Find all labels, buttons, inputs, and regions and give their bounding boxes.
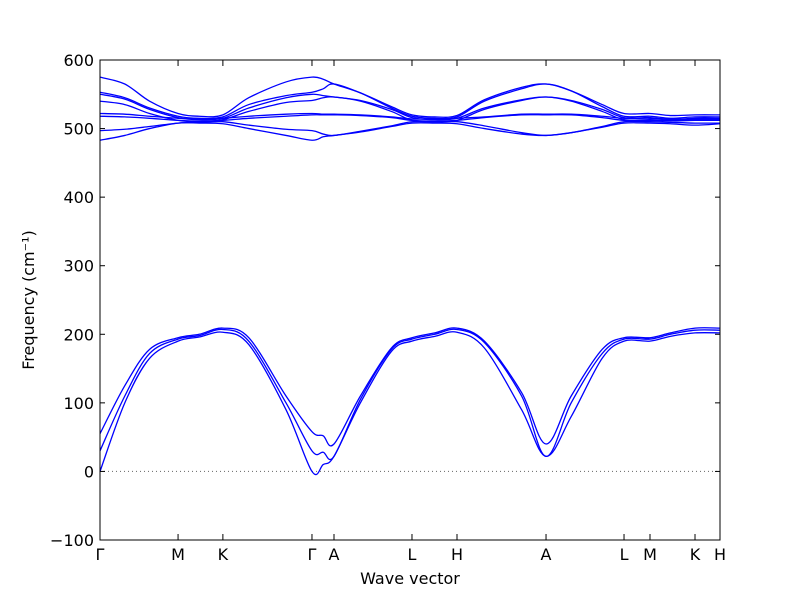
y-ticks: −100 0 100 200 300 400 500 600 bbox=[50, 51, 720, 550]
band-line-1 bbox=[99, 331, 721, 476]
y-tick-label: 100 bbox=[63, 394, 94, 413]
y-tick-label: 300 bbox=[63, 257, 94, 276]
y-tick-label: 600 bbox=[63, 51, 94, 70]
y-tick-label: 400 bbox=[63, 188, 94, 207]
band-line-9 bbox=[99, 93, 721, 121]
x-tick-label: H bbox=[451, 545, 463, 564]
plot-area bbox=[100, 60, 720, 540]
y-tick-label: −100 bbox=[50, 531, 94, 550]
y-tick-label: 200 bbox=[63, 325, 94, 344]
x-tick-label: Γ bbox=[308, 545, 317, 564]
band-line-8 bbox=[99, 96, 721, 123]
x-tick-label: Γ bbox=[96, 545, 105, 564]
band-line-11 bbox=[99, 76, 721, 118]
x-tick-label: L bbox=[408, 545, 417, 564]
band-line-6 bbox=[99, 114, 721, 122]
x-axis-title: Wave vector bbox=[360, 569, 460, 588]
x-tick-label: M bbox=[171, 545, 185, 564]
x-tick-label: M bbox=[643, 545, 657, 564]
x-tick-label: H bbox=[714, 545, 726, 564]
band-line-3 bbox=[99, 327, 721, 447]
band-line-2 bbox=[99, 328, 721, 461]
y-tick-label: 0 bbox=[84, 462, 94, 481]
x-tick-label: A bbox=[329, 545, 340, 564]
plot-frame bbox=[99, 59, 721, 541]
x-tick-label: A bbox=[541, 545, 552, 564]
x-tick-label: L bbox=[620, 545, 629, 564]
series-group bbox=[99, 76, 721, 476]
band-line-4 bbox=[99, 122, 721, 141]
x-tick-label: K bbox=[218, 545, 229, 564]
band-line-10 bbox=[99, 83, 721, 120]
y-tick-label: 500 bbox=[63, 120, 94, 139]
y-axis-title: Frequency (cm⁻¹) bbox=[19, 230, 38, 369]
x-tick-label: K bbox=[690, 545, 701, 564]
